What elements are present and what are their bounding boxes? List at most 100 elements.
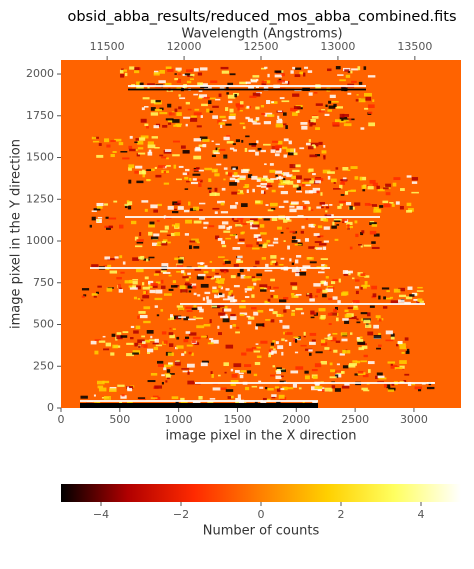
noise-pixel bbox=[263, 191, 266, 195]
noise-pixel bbox=[367, 361, 375, 365]
noise-pixel bbox=[207, 187, 212, 190]
noise-pixel bbox=[165, 66, 172, 69]
noise-pixel bbox=[253, 350, 261, 353]
noise-pixel bbox=[202, 144, 207, 148]
noise-pixel bbox=[218, 93, 222, 97]
noise-pixel bbox=[129, 135, 133, 139]
noise-pixel bbox=[390, 365, 398, 369]
noise-pixel bbox=[203, 271, 209, 274]
noise-pixel bbox=[225, 344, 234, 349]
noise-pixel bbox=[357, 341, 366, 345]
noise-pixel bbox=[235, 260, 244, 263]
noise-pixel bbox=[271, 145, 280, 150]
noise-pixel bbox=[210, 80, 218, 84]
noise-pixel bbox=[337, 300, 341, 304]
noise-pixel bbox=[147, 144, 156, 149]
noise-pixel bbox=[212, 387, 221, 391]
noise-pixel bbox=[106, 287, 113, 292]
noise-pixel bbox=[348, 363, 357, 366]
noise-pixel bbox=[311, 115, 319, 119]
noise-pixel bbox=[352, 307, 359, 310]
noise-pixel bbox=[369, 222, 377, 226]
noise-pixel bbox=[321, 264, 326, 268]
noise-pixel bbox=[373, 233, 380, 237]
noise-pixel bbox=[312, 173, 316, 176]
noise-pixel bbox=[348, 316, 357, 320]
noise-pixel bbox=[389, 296, 394, 299]
noise-pixel bbox=[171, 396, 179, 400]
noise-pixel bbox=[212, 289, 219, 293]
noise-pixel bbox=[284, 332, 293, 335]
noise-pixel bbox=[292, 112, 298, 116]
noise-pixel bbox=[239, 374, 244, 379]
noise-pixel bbox=[147, 151, 153, 156]
noise-pixel bbox=[270, 319, 275, 323]
noise-pixel bbox=[169, 316, 175, 320]
noise-pixel bbox=[163, 367, 167, 371]
noise-pixel bbox=[270, 342, 275, 346]
noise-pixel bbox=[136, 241, 144, 244]
noise-pixel bbox=[304, 375, 310, 380]
noise-pixel bbox=[97, 219, 100, 222]
noise-pixel bbox=[320, 342, 328, 346]
noise-pixel bbox=[126, 200, 130, 203]
noise-pixel bbox=[91, 264, 99, 268]
noise-pixel bbox=[239, 190, 244, 194]
noise-pixel bbox=[150, 168, 155, 172]
noise-pixel bbox=[149, 339, 157, 341]
noise-pixel bbox=[369, 179, 376, 184]
noise-pixel bbox=[192, 178, 197, 181]
noise-pixel bbox=[244, 184, 250, 188]
noise-pixel bbox=[161, 279, 164, 284]
noise-pixel bbox=[237, 394, 241, 399]
noise-pixel bbox=[327, 171, 335, 174]
noise-pixel bbox=[369, 230, 377, 235]
noise-pixel bbox=[89, 224, 92, 228]
noise-pixel bbox=[96, 154, 104, 158]
noise-pixel bbox=[275, 150, 282, 153]
noise-pixel bbox=[283, 154, 288, 158]
noise-pixel bbox=[314, 247, 318, 249]
noise-pixel bbox=[344, 314, 352, 318]
noise-pixel bbox=[292, 66, 296, 70]
colorbar-tick-label: 4 bbox=[418, 508, 425, 521]
noise-pixel bbox=[189, 370, 194, 373]
noise-pixel bbox=[284, 339, 288, 342]
noise-pixel bbox=[390, 336, 395, 340]
noise-pixel bbox=[177, 69, 181, 72]
noise-pixel bbox=[222, 119, 227, 122]
noise-pixel bbox=[394, 367, 403, 370]
noise-pixel bbox=[314, 92, 318, 94]
noise-pixel bbox=[209, 110, 213, 113]
noise-pixel bbox=[300, 344, 307, 347]
noise-pixel bbox=[128, 179, 132, 184]
noise-pixel bbox=[303, 335, 306, 338]
noise-pixel bbox=[260, 178, 269, 182]
noise-pixel bbox=[258, 236, 262, 239]
noise-pixel bbox=[178, 73, 182, 76]
noise-pixel bbox=[255, 151, 259, 156]
noise-pixel bbox=[199, 94, 208, 98]
noise-pixel bbox=[308, 349, 313, 352]
noise-pixel bbox=[147, 352, 151, 354]
noise-pixel bbox=[279, 299, 287, 303]
noise-pixel bbox=[404, 373, 410, 376]
noise-pixel bbox=[198, 395, 203, 400]
noise-pixel bbox=[270, 178, 279, 180]
noise-pixel bbox=[266, 179, 274, 183]
noise-pixel bbox=[223, 154, 228, 159]
noise-pixel bbox=[102, 335, 106, 338]
noise-pixel bbox=[127, 387, 133, 392]
noise-pixel bbox=[263, 143, 271, 146]
noise-pixel bbox=[365, 324, 372, 328]
noise-pixel bbox=[237, 107, 240, 111]
noise-pixel bbox=[241, 169, 249, 173]
noise-pixel bbox=[265, 187, 269, 190]
noise-pixel bbox=[219, 387, 227, 390]
noise-pixel bbox=[127, 205, 132, 210]
noise-pixel bbox=[158, 165, 166, 168]
noise-pixel bbox=[364, 275, 370, 278]
noise-pixel bbox=[289, 258, 292, 262]
noise-pixel bbox=[218, 285, 222, 289]
noise-pixel bbox=[393, 177, 401, 181]
